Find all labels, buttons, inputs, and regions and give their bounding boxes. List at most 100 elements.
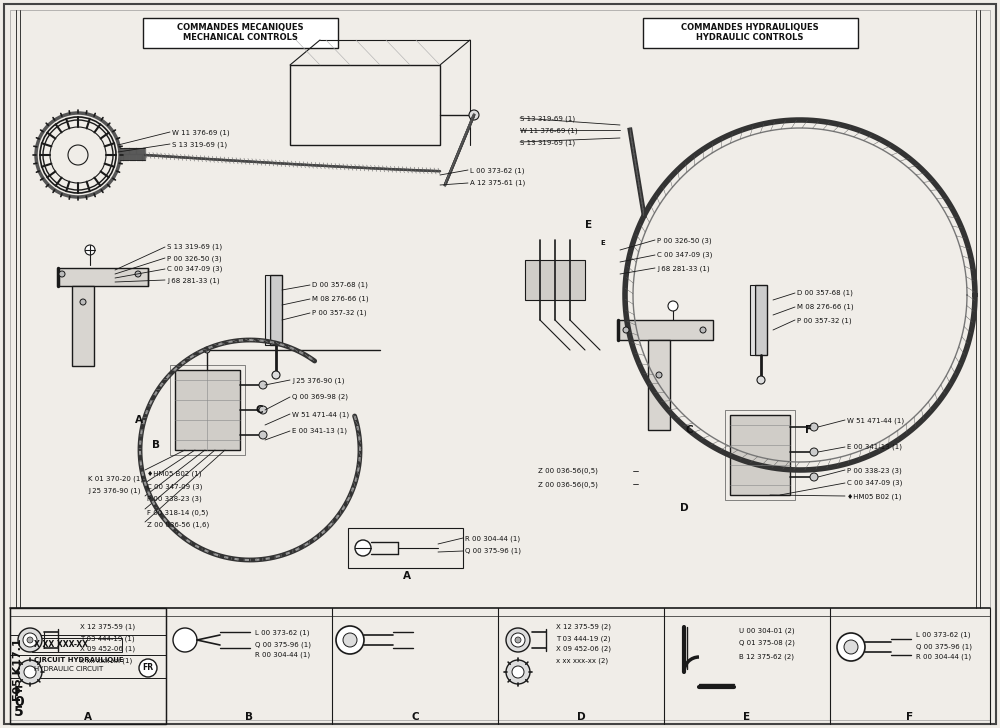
Bar <box>175 370 240 450</box>
Circle shape <box>837 633 865 661</box>
Text: X 09 452-06 (2): X 09 452-06 (2) <box>556 646 611 652</box>
Text: A: A <box>403 571 411 581</box>
Text: 5: 5 <box>14 705 24 719</box>
Bar <box>175 370 240 450</box>
Bar <box>265 275 270 345</box>
Text: Q 00 369-98 (2): Q 00 369-98 (2) <box>292 394 348 400</box>
Circle shape <box>810 473 818 481</box>
Bar <box>143 18 338 48</box>
Text: B: B <box>245 712 253 722</box>
Text: X XX XXX-XX: X XX XXX-XX <box>34 640 88 649</box>
Circle shape <box>59 271 65 277</box>
Circle shape <box>515 637 521 643</box>
Text: B 12 375-62 (2): B 12 375-62 (2) <box>739 653 794 660</box>
Text: E 00 341-13 (1): E 00 341-13 (1) <box>847 444 902 451</box>
Text: Z 00 036-56(0,5): Z 00 036-56(0,5) <box>538 468 598 475</box>
Text: M 08 276-66 (1): M 08 276-66 (1) <box>312 296 369 303</box>
Bar <box>32 638 122 652</box>
Circle shape <box>135 271 141 277</box>
Text: R 00 304-44 (1): R 00 304-44 (1) <box>465 535 520 542</box>
Circle shape <box>469 110 479 120</box>
Circle shape <box>844 640 858 654</box>
Text: F 00 318-14 (0,5): F 00 318-14 (0,5) <box>147 509 208 515</box>
Text: S 13 319-69 (1): S 13 319-69 (1) <box>172 141 227 148</box>
Text: Z 00 036-56 (1,6): Z 00 036-56 (1,6) <box>147 522 209 529</box>
Text: A 12 375-61 (1): A 12 375-61 (1) <box>470 180 525 186</box>
Text: P 00 338-23 (3): P 00 338-23 (3) <box>147 496 202 502</box>
Text: U 00 304-01 (2): U 00 304-01 (2) <box>739 627 795 633</box>
Bar <box>643 18 858 48</box>
Text: E: E <box>743 712 751 722</box>
Text: R 00 304-44 (1): R 00 304-44 (1) <box>255 652 310 659</box>
Text: J 25 376-90 (1): J 25 376-90 (1) <box>292 377 344 384</box>
Circle shape <box>80 299 86 305</box>
Bar <box>58 268 148 286</box>
Text: D: D <box>577 712 585 722</box>
Circle shape <box>623 327 629 333</box>
Circle shape <box>18 660 42 684</box>
Text: Q 01 375-08 (2): Q 01 375-08 (2) <box>739 640 795 646</box>
Circle shape <box>336 626 364 654</box>
Text: C: C <box>411 712 419 722</box>
Bar <box>10 608 166 724</box>
Text: F: F <box>805 425 812 435</box>
Text: X 09 452-06 (1): X 09 452-06 (1) <box>80 646 135 652</box>
Text: x xx xxx-xx (2): x xx xxx-xx (2) <box>556 657 608 663</box>
Text: Q 00 375-96 (1): Q 00 375-96 (1) <box>465 548 521 555</box>
Circle shape <box>259 406 267 414</box>
Text: W 11 376-69 (1): W 11 376-69 (1) <box>520 127 578 133</box>
Circle shape <box>355 540 371 556</box>
Circle shape <box>511 633 525 647</box>
Circle shape <box>506 628 530 652</box>
Bar <box>618 320 713 340</box>
Text: J 68 281-33 (1): J 68 281-33 (1) <box>167 277 220 283</box>
Text: T 03 444-19 (2): T 03 444-19 (2) <box>556 635 610 641</box>
Text: E: E <box>600 240 605 246</box>
Text: COMMANDES HYDRAULIQUES
HYDRAULIC CONTROLS: COMMANDES HYDRAULIQUES HYDRAULIC CONTROL… <box>681 23 819 42</box>
Text: F: F <box>906 712 914 722</box>
Circle shape <box>204 347 210 353</box>
Text: 0: 0 <box>14 695 24 709</box>
Text: S 13 319-69 (1): S 13 319-69 (1) <box>520 139 575 146</box>
Text: B: B <box>152 440 160 450</box>
Text: S 13 319-69 (1): S 13 319-69 (1) <box>520 115 575 122</box>
Text: M 08 276-66 (1): M 08 276-66 (1) <box>797 304 854 311</box>
Text: C 00 347-09 (3): C 00 347-09 (3) <box>847 480 902 486</box>
Bar <box>730 415 790 495</box>
Bar <box>290 65 440 145</box>
Text: ♦HM05 B02 (1): ♦HM05 B02 (1) <box>147 470 202 477</box>
Text: P 00 357-32 (1): P 00 357-32 (1) <box>797 317 852 323</box>
Text: P 00 326-50 (3): P 00 326-50 (3) <box>167 255 222 261</box>
Circle shape <box>259 431 267 439</box>
Text: C: C <box>685 425 693 435</box>
Text: COMMANDES MECANIQUES
MECHANICAL CONTROLS: COMMANDES MECANIQUES MECHANICAL CONTROLS <box>177 23 303 42</box>
Text: ♦HM05 B02 (1): ♦HM05 B02 (1) <box>847 493 902 499</box>
Circle shape <box>259 381 267 389</box>
Text: W 51 471-44 (1): W 51 471-44 (1) <box>292 411 349 417</box>
Text: F05 K17.1: F05 K17.1 <box>13 638 23 701</box>
Text: CIRCUIT HYDRAULIQUE: CIRCUIT HYDRAULIQUE <box>34 657 124 663</box>
Bar <box>270 275 282 345</box>
Text: Z 00 036-56(0,5): Z 00 036-56(0,5) <box>538 481 598 488</box>
Text: T 03 444-19 (1): T 03 444-19 (1) <box>80 635 135 641</box>
Text: X 12 375-59 (1): X 12 375-59 (1) <box>80 624 135 630</box>
Text: L 00 373-62 (1): L 00 373-62 (1) <box>470 167 524 173</box>
Bar <box>750 285 755 355</box>
Text: Q 00 375-96 (1): Q 00 375-96 (1) <box>916 643 972 649</box>
Text: x xx xxx-xx (1): x xx xxx-xx (1) <box>80 657 132 663</box>
Bar <box>72 286 94 366</box>
Text: FR: FR <box>142 663 154 673</box>
Bar <box>648 340 670 430</box>
Text: P 00 357-32 (1): P 00 357-32 (1) <box>312 310 367 317</box>
Circle shape <box>173 628 197 652</box>
Circle shape <box>656 372 662 378</box>
Circle shape <box>85 245 95 255</box>
Text: J 68 281-33 (1): J 68 281-33 (1) <box>657 265 710 272</box>
Text: C 00 347-09 (3): C 00 347-09 (3) <box>167 266 222 272</box>
Circle shape <box>668 301 678 311</box>
Bar <box>348 528 463 568</box>
Text: S 13 319-69 (1): S 13 319-69 (1) <box>167 244 222 250</box>
Text: HYDRAULIC CIRCUIT: HYDRAULIC CIRCUIT <box>34 666 103 672</box>
Circle shape <box>810 423 818 431</box>
Text: F: F <box>14 685 24 699</box>
